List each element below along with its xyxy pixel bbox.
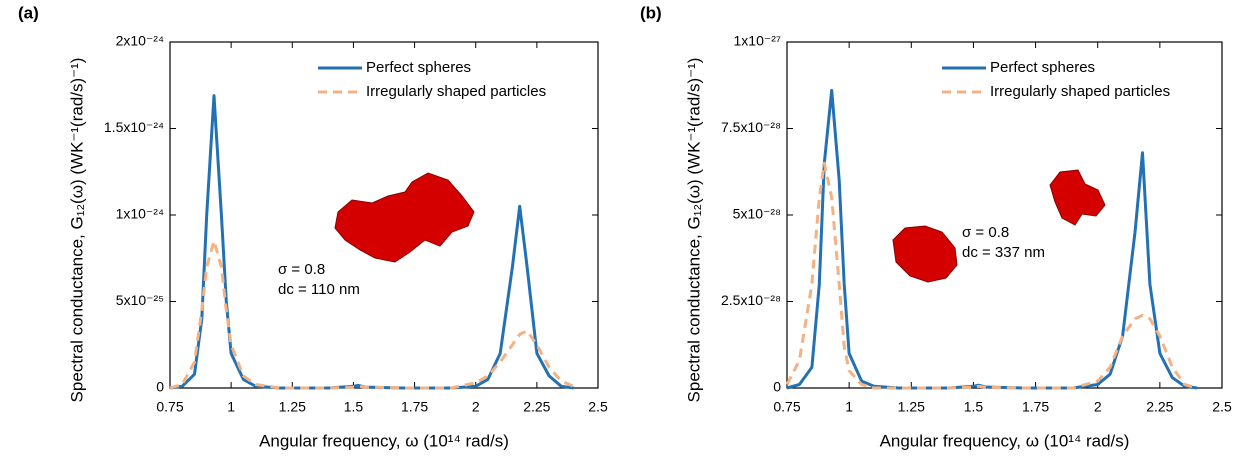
y-tick-label: 2.5x10⁻²⁸ [721, 292, 781, 308]
panel-label: (b) [640, 3, 662, 22]
y-tick-label: 7.5x10⁻²⁸ [721, 119, 781, 135]
x-tick-label: 0.75 [773, 399, 800, 415]
y-axis-label: Spectral conductance, G₁₂(ω) (WK⁻¹(rad/s… [684, 58, 703, 403]
legend-label: Perfect spheres [366, 59, 471, 76]
x-tick-label: 2.5 [588, 399, 608, 415]
y-tick-label: 1x10⁻²⁴ [116, 206, 164, 222]
annotation: dc = 337 nm [962, 244, 1045, 261]
x-tick-label: 1 [227, 399, 235, 415]
y-tick-label: 2x10⁻²⁴ [116, 33, 164, 49]
x-tick-label: 2 [1094, 399, 1102, 415]
panel-label: (a) [18, 3, 39, 22]
x-tick-label: 2.25 [523, 399, 550, 415]
y-tick-label: 5x10⁻²⁵ [116, 292, 164, 308]
x-tick-label: 0.75 [156, 399, 183, 415]
annotation: σ = 0.8 [962, 224, 1009, 241]
x-axis-label: Angular frequency, ω (10¹⁴ rad/s) [880, 431, 1130, 450]
x-tick-label: 1.25 [898, 399, 925, 415]
series-line [785, 161, 1198, 390]
legend-label: Perfect spheres [990, 59, 1095, 76]
legend-label: Irregularly shaped particles [990, 83, 1170, 100]
x-axis-label: Angular frequency, ω (10¹⁴ rad/s) [259, 431, 509, 450]
y-tick-label: 1.5x10⁻²⁴ [104, 119, 164, 135]
particle-image [334, 169, 1106, 283]
x-tick-label: 1.25 [279, 399, 306, 415]
x-tick-label: 1.75 [1022, 399, 1049, 415]
series-line [169, 94, 574, 390]
x-tick-label: 1.5 [344, 399, 364, 415]
y-tick-label: 0 [773, 379, 781, 395]
legend-label: Irregularly shaped particles [366, 83, 546, 100]
x-tick-label: 1.75 [401, 399, 428, 415]
y-axis-label: Spectral conductance, G₁₂(ω) (WK⁻¹(rad/s… [67, 58, 86, 403]
x-tick-label: 1 [845, 399, 853, 415]
y-tick-label: 0 [156, 379, 164, 395]
series-line [786, 88, 1198, 390]
annotation: σ = 0.8 [278, 261, 325, 278]
annotation: dc = 110 nm [278, 281, 360, 298]
x-tick-label: 2.5 [1212, 399, 1232, 415]
x-tick-label: 2 [472, 399, 480, 415]
x-tick-label: 2.25 [1146, 399, 1173, 415]
x-tick-label: 1.5 [964, 399, 984, 415]
y-tick-label: 1x10⁻²⁷ [734, 33, 781, 49]
series-line [169, 239, 575, 390]
y-tick-label: 5x10⁻²⁸ [733, 206, 781, 222]
